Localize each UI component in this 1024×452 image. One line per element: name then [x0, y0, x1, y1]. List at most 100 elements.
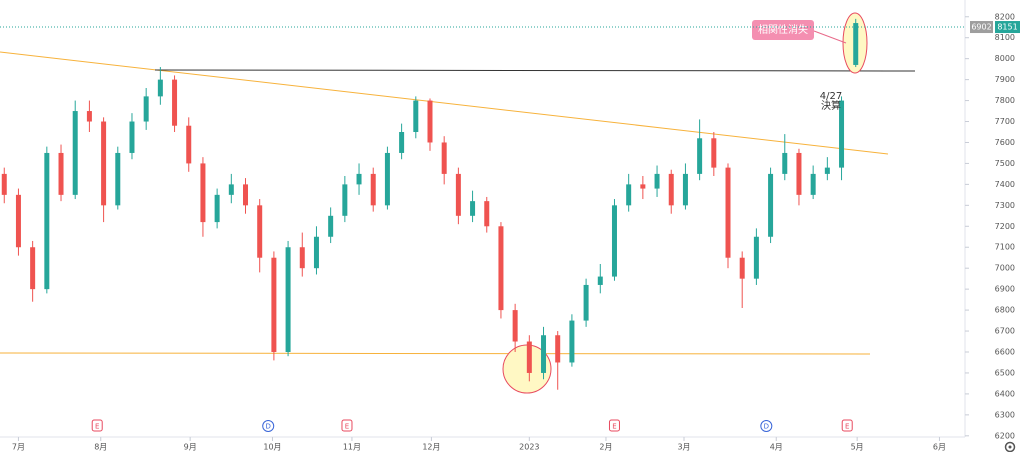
candle-body [157, 79, 163, 97]
y-tick-label: 6200 [995, 431, 1015, 440]
candle-body [640, 184, 646, 189]
candle-body [782, 152, 788, 174]
event-label: E [345, 423, 349, 431]
x-tick-label: 6月 [933, 443, 946, 452]
y-tick-label: 8200 [995, 12, 1015, 21]
y-tick-label: 6900 [995, 285, 1015, 294]
candle-body [44, 152, 50, 290]
candle-body [626, 184, 632, 206]
x-tick-label: 4月 [770, 443, 783, 452]
candle-body [810, 173, 816, 195]
candle-body [72, 111, 78, 195]
event-label: D [764, 423, 769, 431]
candle-body [682, 173, 688, 206]
y-tick-label: 8100 [995, 33, 1015, 42]
candle-body [101, 121, 107, 206]
candle-body [498, 226, 504, 311]
candles [1, 18, 859, 390]
tag-box [995, 21, 1020, 34]
candle-body [172, 79, 178, 126]
resistance-line [154, 69, 916, 72]
event-marker [760, 420, 773, 432]
candle-body [512, 310, 518, 342]
candle-body [484, 201, 490, 227]
candle-body [413, 100, 419, 132]
gear-center[interactable] [1008, 445, 1012, 449]
candle-body [853, 23, 859, 65]
candle-body [143, 96, 149, 122]
candle-body [228, 184, 234, 195]
x-tick-label: 5月 [851, 443, 864, 452]
y-tick-label: 7000 [995, 264, 1015, 273]
event-label: D [266, 423, 271, 431]
tag-label: 8151 [997, 23, 1017, 32]
candle-body [654, 173, 660, 189]
event-label: E [845, 423, 849, 431]
event-label: E [612, 423, 616, 431]
x-tick-label: 10月 [263, 443, 281, 452]
annotation-event: 決算 [821, 99, 841, 112]
candle-body [470, 201, 476, 216]
tag-label: 6902 [971, 23, 991, 32]
candle-body [271, 257, 277, 352]
y-tick-label: 8000 [995, 54, 1015, 63]
candle-body [541, 335, 547, 373]
candle-body [186, 125, 192, 164]
candle-body [58, 152, 64, 195]
candle-body [313, 236, 319, 269]
candle-body [257, 205, 263, 258]
candle-body [824, 167, 830, 174]
candle-body [597, 276, 603, 285]
y-tick-label: 6400 [995, 389, 1015, 398]
event-marker [262, 420, 275, 432]
y-tick-label: 7400 [995, 180, 1015, 189]
y-tick-label: 6300 [995, 410, 1015, 419]
x-tick-label: 2023 [519, 443, 539, 452]
x-tick-label: 3月 [677, 443, 690, 452]
candle-body [129, 121, 135, 153]
candle-body [711, 138, 717, 168]
candle-body [526, 341, 532, 373]
candle-body [725, 167, 731, 258]
candle-body [1, 173, 7, 195]
candle-body [753, 236, 759, 279]
candle-body [15, 194, 21, 248]
candle-body [285, 247, 291, 352]
callout-text: 相関性消失 [758, 23, 808, 36]
x-tick-label: 7月 [12, 443, 25, 452]
y-tick-label: 7600 [995, 138, 1015, 147]
x-tick-label: 2月 [599, 443, 612, 452]
event-marker [341, 419, 353, 432]
candle-body [569, 320, 575, 363]
y-tick-label: 7800 [995, 96, 1015, 105]
candle-body [328, 215, 334, 237]
candle-body [455, 173, 461, 216]
event-marker [608, 419, 620, 432]
candle-body [739, 257, 745, 279]
candle-body [200, 163, 206, 223]
candle-body [555, 335, 561, 363]
y-tick-label: 6600 [995, 348, 1015, 357]
tag-box [970, 21, 993, 34]
candle-body [342, 184, 348, 216]
candle-body [214, 194, 220, 223]
trend-line [0, 51, 889, 155]
y-tick-label: 6500 [995, 368, 1015, 377]
y-tick-label: 7300 [995, 201, 1015, 210]
event-marker [841, 419, 853, 432]
candle-body [839, 100, 845, 168]
candle-body [86, 111, 92, 122]
x-tick-label: 11月 [343, 443, 361, 452]
candle-body [583, 284, 589, 321]
x-tick-label: 8月 [94, 443, 107, 452]
candle-body [356, 173, 362, 185]
callout-pointer [813, 30, 847, 44]
y-tick-label: 7900 [995, 75, 1015, 84]
candle-body [299, 247, 305, 269]
y-tick-label: 7200 [995, 222, 1015, 231]
x-tick-label: 12月 [422, 443, 440, 452]
candle-body [796, 152, 802, 195]
y-tick-label: 7100 [995, 243, 1015, 252]
candle-body [427, 100, 433, 143]
